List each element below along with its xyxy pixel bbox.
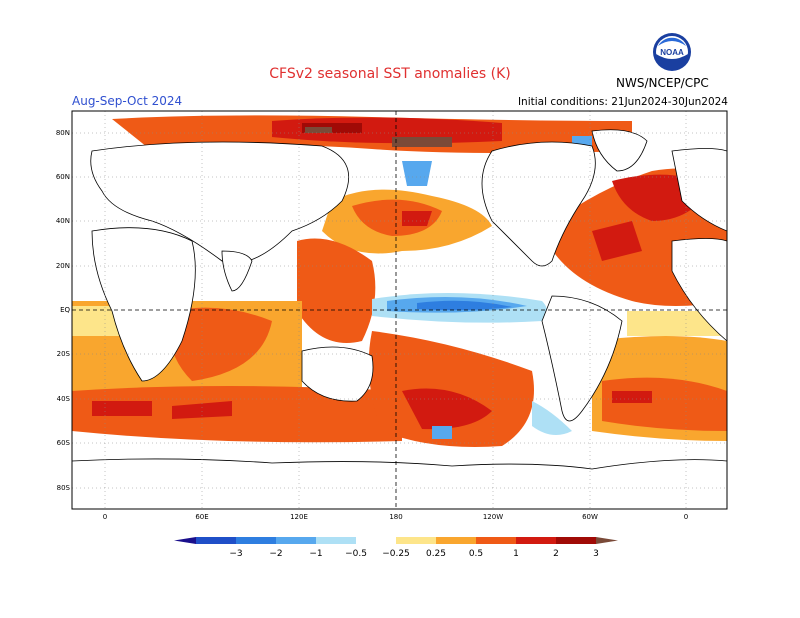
colorbar: −3 −2 −1 −0.5 −0.25 0.25 0.5 1 2 3	[174, 537, 634, 565]
lon-label: 120E	[290, 513, 308, 521]
chart-title: CFSv2 seasonal SST anomalies (K)	[269, 66, 511, 82]
colorbar-tick-label: −0.25	[382, 549, 410, 559]
colorbar-low-extension	[174, 537, 196, 544]
colorbar-box	[276, 537, 316, 544]
colorbar-box	[436, 537, 476, 544]
lon-label: 120W	[483, 513, 503, 521]
colorbar-tick-label: 0.25	[426, 549, 446, 559]
colorbar-tick-label: −2	[269, 549, 282, 559]
colorbar-box	[556, 537, 596, 544]
sst-anomaly-map: 80N 60N 40N 20N EQ 20S 40S 60S 80S 0 60E…	[56, 110, 732, 521]
lat-label: 20S	[57, 350, 71, 358]
logo-text: NOAA	[660, 48, 684, 57]
colorbar-box	[516, 537, 556, 544]
colorbar-tick-label: 1	[513, 549, 519, 559]
lat-label: 60S	[57, 439, 71, 447]
colorbar-box	[476, 537, 516, 544]
colorbar-box	[196, 537, 236, 544]
lat-label: 20N	[56, 262, 70, 270]
lat-label: EQ	[60, 306, 70, 314]
lat-label: 40N	[56, 217, 70, 225]
colorbar-box	[316, 537, 356, 544]
colorbar-high-extension	[596, 537, 618, 544]
initial-conditions-label: Initial conditions: 21Jun2024-30Jun2024	[517, 96, 728, 108]
season-label: Aug-Sep-Oct 2024	[72, 94, 183, 108]
colorbar-box	[356, 537, 396, 544]
lon-label: 60W	[582, 513, 598, 521]
lat-label: 80S	[57, 484, 71, 492]
colorbar-box	[236, 537, 276, 544]
colorbar-tick-label: −1	[309, 549, 322, 559]
colorbar-tick-label: 2	[553, 549, 559, 559]
lat-label: 80N	[56, 129, 70, 137]
colorbar-box	[396, 537, 436, 544]
colorbar-tick-label: 3	[593, 549, 599, 559]
colorbar-tick-label: 0.5	[469, 549, 483, 559]
lon-label: 0	[684, 513, 688, 521]
lon-label: 60E	[195, 513, 208, 521]
lon-label: 0	[103, 513, 107, 521]
lat-label: 40S	[57, 395, 71, 403]
lat-label: 60N	[56, 173, 70, 181]
agency-label: NWS/NCEP/CPC	[616, 76, 709, 90]
lon-label: 180	[389, 513, 402, 521]
colorbar-tick-label: −0.5	[345, 549, 367, 559]
colorbar-tick-label: −3	[229, 549, 242, 559]
noaa-logo: NOAA	[652, 32, 692, 76]
